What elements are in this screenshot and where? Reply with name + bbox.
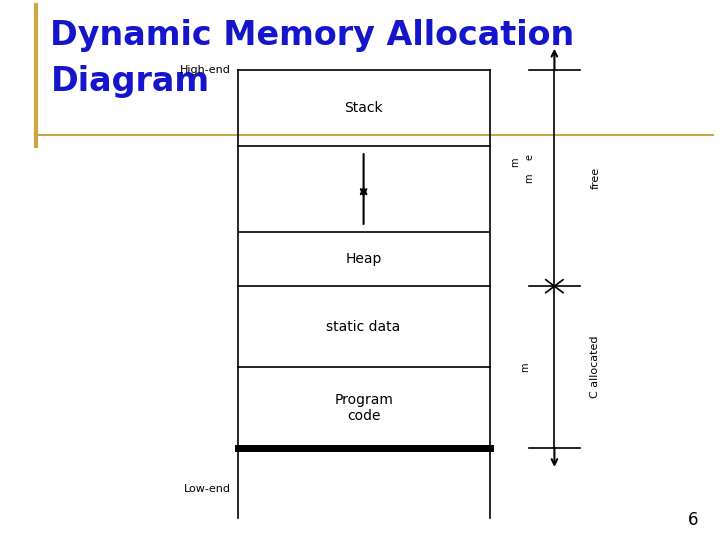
Text: Low-end: Low-end: [184, 484, 230, 494]
Text: C allocated: C allocated: [590, 336, 600, 399]
Text: static data: static data: [326, 320, 401, 334]
Text: e: e: [524, 153, 534, 160]
Text: Program
code: Program code: [334, 393, 393, 423]
Text: Stack: Stack: [344, 101, 383, 115]
Text: free: free: [590, 167, 600, 189]
Text: Diagram: Diagram: [50, 65, 210, 98]
Text: 6: 6: [688, 511, 698, 529]
Text: m: m: [510, 157, 520, 167]
Text: Heap: Heap: [346, 252, 382, 266]
Text: m: m: [524, 173, 534, 183]
Text: High-end: High-end: [179, 65, 230, 75]
Text: Dynamic Memory Allocation: Dynamic Memory Allocation: [50, 19, 575, 52]
Text: m: m: [521, 362, 531, 372]
